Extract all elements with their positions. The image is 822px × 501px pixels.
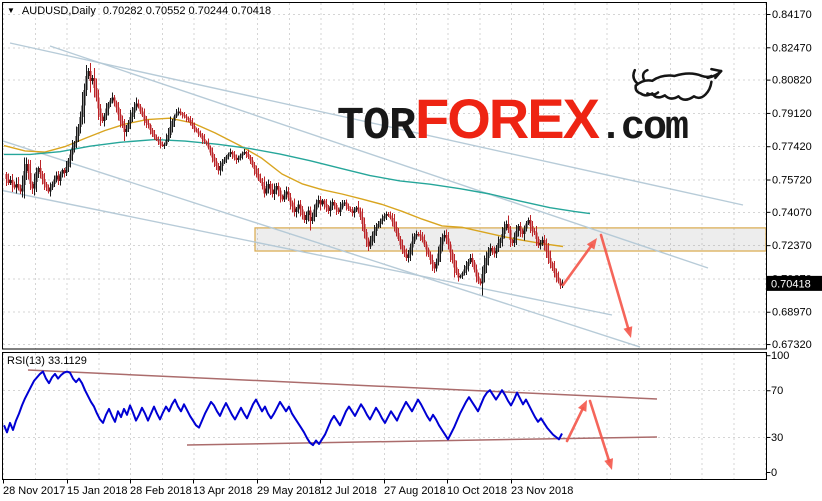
date-label: 27 Aug 2018 bbox=[384, 485, 446, 497]
date-label: 23 Nov 2018 bbox=[511, 485, 573, 497]
forecast-arrow-down bbox=[599, 233, 633, 338]
rsi-trendline-upper bbox=[27, 369, 658, 400]
grid-lines bbox=[3, 3, 766, 479]
bull-icon bbox=[632, 67, 723, 101]
price-axis-label: 0.75720 bbox=[772, 175, 812, 187]
trendline-2 bbox=[49, 45, 709, 269]
triangle-down-icon: ▼ bbox=[7, 6, 15, 15]
moving-average-slow bbox=[4, 138, 591, 215]
price-axis-label: 0.82470 bbox=[772, 42, 812, 54]
watermark-brand: FOREX bbox=[415, 87, 600, 150]
watermark-prefix: TOR bbox=[337, 101, 416, 152]
symbol-timeframe-label: AUDUSD,Daily bbox=[21, 5, 96, 17]
date-label: 15 Jan 2018 bbox=[67, 485, 128, 497]
trendline-3 bbox=[3, 140, 641, 348]
price-axis-label: 0.79120 bbox=[772, 108, 812, 120]
date-axis: 28 Nov 2017 15 Jan 2018 28 Feb 2018 13 Apr … bbox=[3, 479, 573, 497]
date-label: 29 May 2018 bbox=[257, 485, 321, 497]
date-label: 10 Oct 2018 bbox=[447, 485, 507, 497]
price-axis-label: 0.67320 bbox=[772, 339, 812, 351]
rsi-panel bbox=[3, 369, 658, 470]
rsi-axis-label: 0 bbox=[771, 467, 777, 479]
date-label: 12 Jul 2018 bbox=[320, 485, 377, 497]
trendline-1 bbox=[9, 42, 744, 206]
rsi-trendline-lower bbox=[186, 436, 658, 446]
rsi-axis-label: 100 bbox=[771, 350, 789, 362]
rsi-axis-label: 30 bbox=[771, 432, 783, 444]
trendline-4 bbox=[3, 189, 613, 316]
rsi-indicator-label: RSI(13) 33.1129 bbox=[7, 355, 87, 367]
svg-text:0.70418: 0.70418 bbox=[771, 278, 811, 290]
date-label: 28 Feb 2018 bbox=[130, 485, 192, 497]
rsi-axis-labels: 100 70 30 0 bbox=[766, 350, 789, 479]
price-axis-label: 0.74070 bbox=[772, 207, 812, 219]
ohlc-values: 0.70282 0.70552 0.70244 0.70418 bbox=[102, 5, 272, 17]
moving-average-fast bbox=[3, 117, 564, 248]
price-axis-label: 0.84170 bbox=[772, 9, 812, 21]
date-label: 13 Apr 2018 bbox=[193, 485, 252, 497]
rsi-line bbox=[3, 370, 563, 447]
price-panel bbox=[3, 42, 766, 348]
price-axis-labels: 0.84170 0.82470 0.80820 0.79120 0.77420 0.757… bbox=[766, 9, 812, 351]
candles bbox=[5, 62, 564, 296]
rsi-axis-label: 70 bbox=[771, 385, 783, 397]
forecast-arrow-up bbox=[561, 238, 597, 287]
chart-title-bar: ▼ AUDUSD,Daily 0.70282 0.70552 0.70244 0… bbox=[7, 5, 271, 17]
price-axis-label: 0.80820 bbox=[772, 75, 812, 87]
watermark-suffix: .com bbox=[598, 106, 689, 151]
price-axis-label: 0.68970 bbox=[772, 307, 812, 319]
rsi-arrow-up bbox=[565, 400, 587, 443]
current-price-tag: 0.70418 bbox=[766, 275, 822, 291]
price-axis-label: 0.72370 bbox=[772, 240, 812, 252]
price-axis-label: 0.77420 bbox=[772, 141, 812, 153]
date-label: 28 Nov 2017 bbox=[3, 485, 65, 497]
rsi-arrow-down bbox=[588, 399, 613, 470]
watermark-logo: TOR FOREX .com bbox=[337, 67, 723, 152]
